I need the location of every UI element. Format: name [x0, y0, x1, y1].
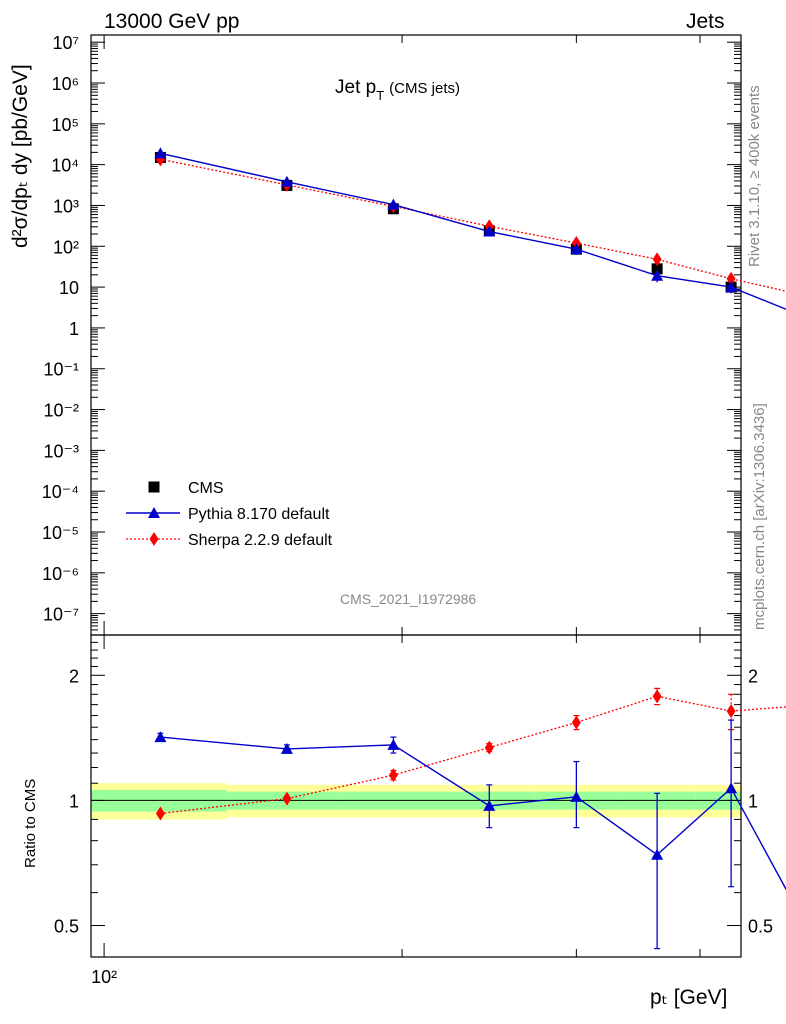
sherpa-ratio-point [155, 806, 165, 821]
legend-label: Sherpa 2.2.9 default [188, 532, 333, 549]
sherpa-point [571, 236, 581, 251]
y-tick-label-ratio-right: 0.5 [748, 917, 773, 937]
header-right: Jets [686, 10, 725, 33]
pythia-ratio-point [725, 782, 738, 794]
sherpa-ratio-point [282, 791, 292, 806]
y-tick-label-main: 10⁵ [52, 115, 79, 135]
y-tick-label-ratio-right: 1 [748, 791, 758, 811]
legend-marker-sherpa [149, 532, 159, 546]
series-layer [154, 147, 786, 950]
pythia-point [483, 225, 496, 237]
y-tick-label-ratio: 1 [69, 791, 79, 811]
pythia-point [651, 269, 664, 281]
y-tick-label-main: 10⁻¹ [43, 360, 79, 380]
y-tick-label-main: 10⁴ [51, 156, 79, 176]
legend-label: Pythia 8.170 default [188, 506, 330, 523]
legend: CMS Pythia 8.170 default Sherpa 2.2.9 defa… [126, 480, 333, 549]
y-tick-label-main: 10⁻² [43, 401, 79, 421]
ratio-frame [90, 634, 742, 958]
y-tick-label-main: 10 [59, 278, 79, 298]
pythia-line [160, 152, 786, 310]
y-tick-label-main: 10⁷ [52, 33, 79, 53]
y-tick-label-main: 10⁻⁶ [42, 564, 79, 584]
sherpa-ratio-point [484, 740, 494, 755]
pythia-ratio-point [280, 742, 293, 754]
pythia-ratio-point [570, 790, 583, 802]
y-tick-label-main: 1 [69, 319, 79, 339]
y-tick-label-main: 10⁻⁵ [42, 523, 79, 543]
analysis-id: CMS_2021_I1972986 [340, 591, 476, 607]
y-tick-label-main: 10⁻³ [43, 441, 79, 461]
sherpa-ratio-point [388, 768, 398, 783]
cms-point [651, 263, 663, 275]
y-tick-label-main: 10⁻⁷ [43, 605, 79, 625]
tick-label-layer: 10²10³10⁷10⁶10⁵10⁴10³10²10110⁻¹10⁻²10⁻³1… [42, 33, 773, 987]
legend-marker-pythia [148, 507, 160, 518]
pythia-point [570, 243, 583, 255]
pythia-ratio-point [154, 731, 167, 743]
legend-marker-cms [148, 481, 160, 493]
pythia-point [154, 147, 167, 159]
sherpa-ratio-point [571, 715, 581, 730]
sherpa-point [652, 252, 662, 267]
pythia-point [725, 281, 738, 293]
y-tick-label-main: 10³ [53, 196, 79, 216]
sherpa-line [160, 158, 786, 292]
chart-title: Jet pT (CMS jets) [335, 77, 460, 103]
ratio-band-layer [91, 783, 741, 820]
pythia-point [387, 198, 400, 210]
axes-layer [90, 34, 742, 958]
legend-label: CMS [188, 480, 224, 497]
y-tick-label-main: 10² [53, 237, 79, 257]
pythia-point [280, 175, 293, 187]
sherpa-point [726, 271, 736, 286]
y-tick-label-ratio-right: 2 [748, 666, 758, 686]
y-tick-label-ratio: 2 [69, 666, 79, 686]
y-tick-label-ratio: 0.5 [54, 917, 79, 937]
pythia-ratio-line [160, 736, 786, 891]
sherpa-ratio-point [726, 704, 736, 719]
pythia-ratio-point [651, 848, 664, 860]
y-tick-label-main: 10⁻⁴ [42, 482, 79, 502]
x-axis-label: pₜ [GeV] [650, 986, 727, 1009]
header-left: 13000 GeV pp [104, 10, 240, 33]
pythia-ratio-point [387, 738, 400, 750]
sherpa-ratio-point [652, 689, 662, 704]
pythia-ratio-point [483, 799, 496, 811]
x-tick-label: 10² [91, 967, 117, 987]
y-tick-label-main: 10⁶ [52, 74, 79, 94]
